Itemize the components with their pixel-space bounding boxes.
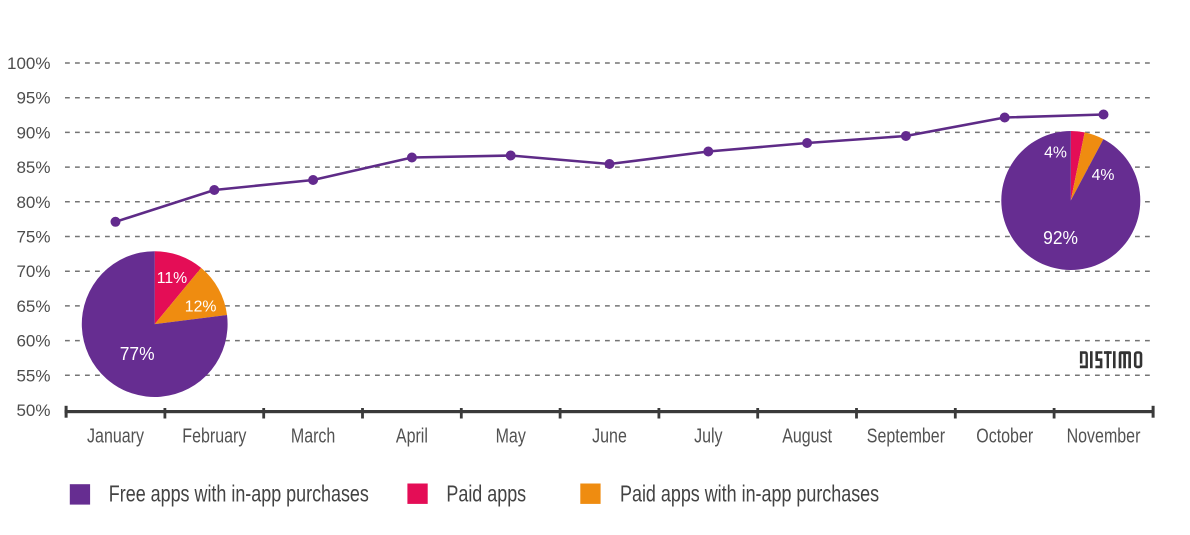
svg-text:50%: 50% (16, 401, 50, 420)
svg-text:Paid apps with in-app purchase: Paid apps with in-app purchases (620, 481, 879, 507)
svg-text:100%: 100% (7, 54, 50, 73)
svg-text:March: March (291, 425, 335, 447)
svg-text:Free apps with in-app purchase: Free apps with in-app purchases (109, 481, 369, 507)
svg-text:90%: 90% (16, 123, 50, 142)
svg-text:November: November (1067, 425, 1141, 447)
svg-text:4%: 4% (1092, 167, 1115, 184)
svg-text:77%: 77% (120, 344, 155, 365)
svg-text:80%: 80% (16, 193, 50, 212)
svg-text:85%: 85% (16, 158, 50, 177)
svg-text:January: January (87, 425, 145, 447)
svg-text:12%: 12% (185, 299, 217, 316)
svg-text:92%: 92% (1043, 228, 1078, 249)
svg-text:95%: 95% (16, 89, 50, 108)
svg-text:April: April (396, 425, 428, 447)
svg-text:65%: 65% (16, 297, 50, 316)
svg-text:October: October (976, 425, 1033, 447)
svg-text:75%: 75% (16, 228, 50, 247)
svg-text:60%: 60% (16, 332, 50, 351)
svg-text:Paid apps: Paid apps (446, 481, 526, 507)
svg-text:4%: 4% (1044, 145, 1067, 162)
svg-text:July: July (694, 425, 723, 447)
svg-text:September: September (867, 425, 945, 447)
svg-text:11%: 11% (157, 270, 187, 287)
svg-text:55%: 55% (16, 366, 50, 385)
svg-text:June: June (592, 425, 627, 447)
svg-text:May: May (496, 425, 527, 447)
svg-text:70%: 70% (16, 262, 50, 281)
svg-text:February: February (182, 425, 247, 447)
svg-text:August: August (782, 425, 832, 447)
